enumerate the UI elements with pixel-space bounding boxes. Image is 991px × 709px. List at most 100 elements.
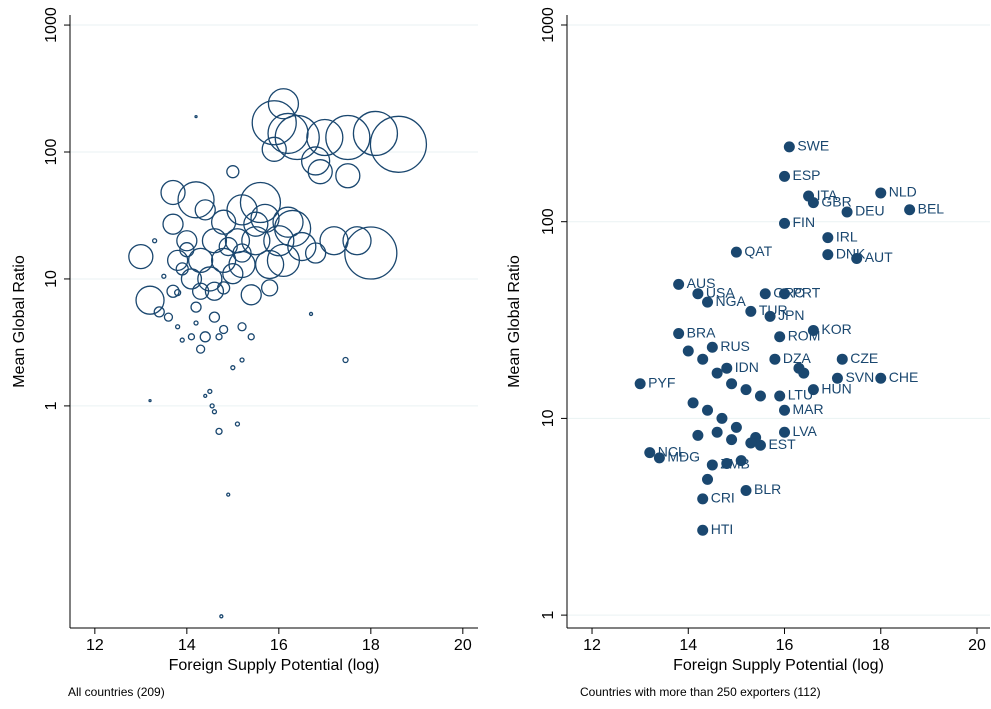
point-label: LTU — [788, 387, 813, 403]
point — [831, 372, 843, 384]
bubble — [304, 242, 327, 264]
point-label: USA — [706, 284, 735, 300]
point-label: IDN — [735, 359, 759, 375]
bubble — [197, 266, 223, 292]
bubble — [160, 179, 186, 206]
bubble — [240, 284, 262, 306]
point — [836, 353, 848, 365]
point-label: CHE — [889, 369, 919, 385]
x-tick-label: 20 — [454, 637, 472, 654]
point — [692, 429, 704, 441]
bubble — [211, 409, 218, 415]
point — [798, 367, 810, 379]
point-label: BEL — [918, 200, 945, 216]
point-label: LVA — [793, 423, 818, 439]
x-tick-label: 18 — [362, 637, 380, 654]
y-axis-label: Mean Global Ratio — [506, 255, 523, 388]
bubble — [187, 333, 196, 341]
point — [822, 232, 834, 244]
bubble — [230, 365, 236, 371]
bubble — [215, 427, 223, 436]
point — [783, 141, 795, 153]
x-tick-label: 20 — [968, 637, 986, 654]
point — [702, 404, 714, 416]
x-tick-label: 14 — [178, 637, 196, 654]
bubble — [234, 421, 241, 427]
bubble — [204, 281, 225, 301]
bubble — [207, 388, 213, 395]
bubble — [190, 301, 202, 313]
bubble — [179, 242, 195, 258]
point — [682, 345, 694, 357]
y-tick-label: 1000 — [540, 7, 557, 43]
y-tick-label: 1 — [43, 401, 60, 410]
bubble — [325, 114, 371, 161]
x-tick-label: 14 — [679, 637, 697, 654]
point-label: MAR — [793, 401, 824, 417]
bubble — [174, 324, 181, 330]
bubble — [232, 243, 252, 263]
bubble — [352, 110, 399, 157]
point — [716, 412, 728, 424]
point — [841, 206, 853, 218]
point-label: CRI — [711, 490, 735, 506]
x-tick-label: 12 — [583, 637, 601, 654]
y-tick-label: 100 — [43, 139, 60, 166]
bubble — [369, 115, 428, 173]
point-label: ESP — [793, 167, 821, 183]
bubble — [218, 236, 238, 257]
point-label: NCL — [658, 443, 686, 459]
y-axis-label: Mean Global Ratio — [11, 255, 28, 388]
point — [807, 384, 819, 396]
bubble — [135, 285, 165, 315]
point-label: HUN — [821, 380, 851, 396]
bubble — [239, 357, 245, 363]
bubble — [199, 331, 211, 343]
bubble — [216, 281, 231, 295]
bubble — [247, 333, 255, 341]
point-label: FIN — [793, 214, 816, 230]
point-label: MDG — [667, 449, 700, 465]
bubble — [175, 262, 189, 276]
bubble — [162, 213, 184, 235]
bubble — [287, 231, 317, 262]
point — [904, 204, 916, 216]
bubble — [195, 344, 206, 354]
point — [711, 367, 723, 379]
point — [673, 278, 685, 290]
bubble — [261, 136, 287, 162]
point — [673, 328, 685, 340]
point-label: GRC — [773, 284, 804, 300]
bubble — [210, 209, 237, 235]
point — [653, 452, 665, 464]
point — [779, 288, 791, 300]
bubble — [153, 306, 165, 318]
bubble — [209, 403, 215, 409]
point — [706, 459, 718, 471]
y-tick-label: 10 — [43, 270, 60, 288]
point — [730, 246, 742, 258]
bubble — [208, 311, 221, 323]
bubble — [335, 163, 361, 189]
point — [706, 341, 718, 353]
point-label: AUS — [687, 275, 716, 291]
bubble — [194, 199, 216, 221]
bubble — [177, 181, 215, 219]
bubble — [308, 311, 314, 317]
point — [807, 197, 819, 209]
bubble — [176, 230, 198, 252]
point — [851, 252, 863, 264]
point — [745, 437, 757, 449]
bubble — [166, 284, 180, 298]
point — [807, 324, 819, 336]
point — [875, 187, 887, 199]
point-label: JPN — [778, 307, 804, 323]
x-tick-label: 16 — [776, 637, 794, 654]
point-label: SVN — [845, 369, 874, 385]
bubble — [319, 226, 349, 256]
bubble — [307, 159, 333, 185]
point — [779, 217, 791, 229]
point — [875, 372, 887, 384]
bubble — [151, 238, 158, 244]
